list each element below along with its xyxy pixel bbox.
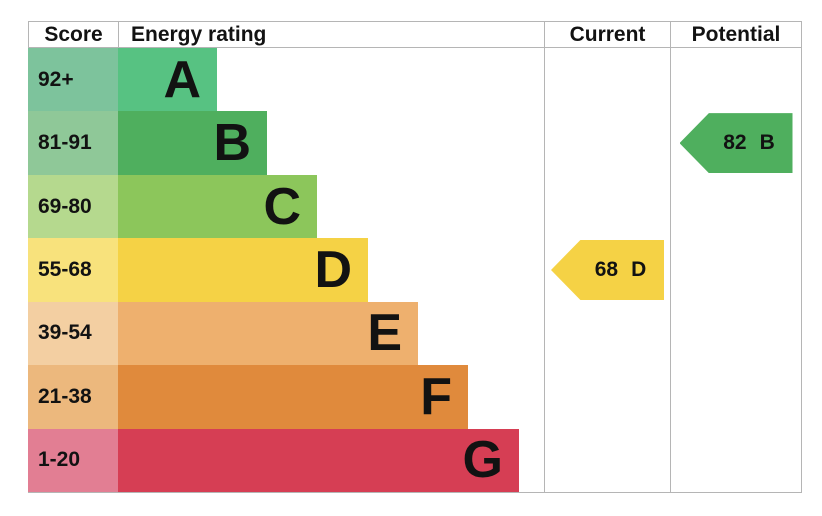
- potential-cell-a: [670, 48, 802, 112]
- potential-cell-b: 82 B: [670, 111, 802, 175]
- score-range-c: 69-80: [28, 174, 118, 239]
- grade-letter-g: G: [462, 431, 503, 490]
- current-value: 68: [594, 257, 619, 281]
- rating-cell-e: E: [118, 301, 544, 366]
- potential-cell-f: [670, 365, 802, 429]
- header-potential: Potential: [670, 22, 802, 47]
- potential-cell-g: [670, 428, 802, 492]
- rating-bar-f: F: [118, 365, 468, 429]
- potential-cell-c: [670, 174, 802, 239]
- rating-cell-g: G: [118, 428, 544, 492]
- header-energy-rating: Energy rating: [118, 22, 544, 47]
- grade-letter-b: B: [213, 114, 251, 173]
- rating-cell-a: A: [118, 48, 544, 112]
- current-cell-a: [544, 48, 670, 112]
- grade-letter-a: A: [163, 50, 201, 109]
- score-range-b: 81-91: [28, 111, 118, 175]
- score-range-d: 55-68: [28, 238, 118, 302]
- table-header: Score Energy rating Current Potential: [28, 21, 802, 48]
- band-row-f: 21-38 F: [28, 365, 802, 429]
- band-row-c: 69-80 C: [28, 174, 802, 239]
- current-cell-b: [544, 111, 670, 175]
- current-arrow: 68 D: [551, 239, 664, 300]
- grade-letter-f: F: [420, 367, 452, 426]
- potential-cell-d: [670, 238, 802, 302]
- current-cell-c: [544, 174, 670, 239]
- band-row-e: 39-54 E: [28, 301, 802, 366]
- score-range-a: 92+: [28, 48, 118, 112]
- rating-cell-c: C: [118, 174, 544, 239]
- band-row-b: 81-91 B 82 B: [28, 111, 802, 175]
- band-row-d: 55-68 D 68 D: [28, 238, 802, 302]
- grade-letter-e: E: [367, 304, 402, 363]
- epc-rating-chart: Score Energy rating Current Potential 92…: [28, 21, 802, 493]
- rating-bar-g: G: [118, 428, 519, 492]
- current-cell-f: [544, 365, 670, 429]
- current-cell-d: 68 D: [544, 238, 670, 302]
- header-score: Score: [28, 22, 118, 47]
- score-range-f: 21-38: [28, 365, 118, 429]
- potential-arrow: 82 B: [679, 113, 793, 174]
- score-range-e: 39-54: [28, 301, 118, 366]
- grade-letter-c: C: [263, 177, 301, 236]
- potential-grade: B: [759, 131, 775, 155]
- rating-cell-f: F: [118, 365, 544, 429]
- grade-letter-d: D: [314, 240, 352, 299]
- rating-bar-b: B: [118, 111, 267, 175]
- rating-bar-a: A: [118, 48, 217, 112]
- current-cell-g: [544, 428, 670, 492]
- rating-bar-d: D: [118, 238, 368, 302]
- rating-bar-c: C: [118, 174, 317, 239]
- band-row-g: 1-20 G: [28, 428, 802, 492]
- current-cell-e: [544, 301, 670, 366]
- band-row-a: 92+ A: [28, 48, 802, 112]
- rating-cell-b: B: [118, 111, 544, 175]
- potential-cell-e: [670, 301, 802, 366]
- rating-cell-d: D: [118, 238, 544, 302]
- rating-rows: 92+ A 81-91 B 82 B: [28, 48, 802, 493]
- score-range-g: 1-20: [28, 428, 118, 492]
- rating-bar-e: E: [118, 301, 418, 366]
- current-grade: D: [631, 257, 647, 281]
- header-current: Current: [544, 22, 670, 47]
- potential-value: 82: [723, 131, 747, 155]
